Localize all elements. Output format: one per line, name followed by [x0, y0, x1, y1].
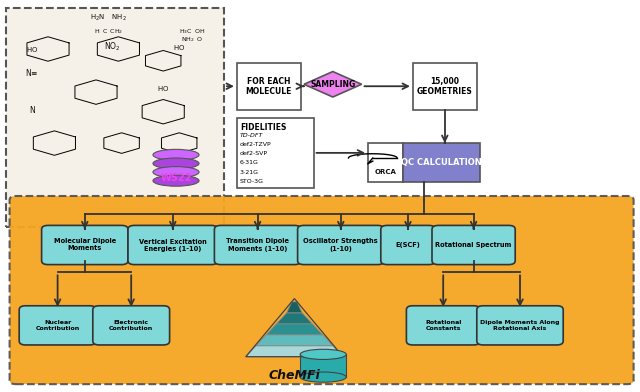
Ellipse shape [300, 372, 346, 382]
Text: Vertical Excitation
Energies (1-10): Vertical Excitation Energies (1-10) [139, 238, 207, 252]
Text: $\mathsf{H_2N \;\;\;\; NH_2}$: $\mathsf{H_2N \;\;\;\; NH_2}$ [90, 13, 127, 23]
Text: WS22: WS22 [160, 173, 192, 183]
Ellipse shape [153, 149, 199, 160]
Text: TD-DFT: TD-DFT [240, 133, 264, 138]
Polygon shape [246, 346, 343, 357]
Text: $\mathsf{H_3C \;\; OH}$: $\mathsf{H_3C \;\; OH}$ [179, 27, 205, 36]
Polygon shape [276, 313, 312, 324]
Text: Rotational Spectrum: Rotational Spectrum [435, 242, 512, 248]
Text: $\mathsf{N}$: $\mathsf{N}$ [29, 104, 35, 115]
FancyBboxPatch shape [237, 63, 301, 110]
Text: Molecular Dipole
Moments: Molecular Dipole Moments [54, 238, 116, 252]
Ellipse shape [153, 175, 199, 186]
Text: FIDELITIES: FIDELITIES [240, 123, 286, 132]
FancyBboxPatch shape [368, 143, 403, 182]
FancyBboxPatch shape [10, 196, 634, 384]
Text: Oscillator Strengths
(1-10): Oscillator Strengths (1-10) [303, 238, 378, 252]
Text: QC CALCULATION: QC CALCULATION [401, 158, 482, 167]
FancyBboxPatch shape [42, 225, 128, 265]
Text: $\mathsf{NH_2 \;\; O}$: $\mathsf{NH_2 \;\; O}$ [181, 35, 203, 44]
Bar [300, 354, 346, 377]
Ellipse shape [300, 349, 346, 359]
Polygon shape [256, 335, 333, 346]
Polygon shape [304, 72, 362, 97]
Text: FOR EACH
MOLECULE: FOR EACH MOLECULE [246, 76, 292, 96]
FancyBboxPatch shape [214, 225, 301, 265]
Text: Rotational
Constants: Rotational Constants [425, 320, 461, 331]
Text: SAMPLING: SAMPLING [310, 80, 355, 89]
FancyBboxPatch shape [128, 225, 218, 265]
FancyBboxPatch shape [406, 306, 480, 345]
Text: Nuclear
Contribution: Nuclear Contribution [35, 320, 80, 331]
FancyBboxPatch shape [381, 225, 435, 265]
Text: CheMFi: CheMFi [269, 369, 320, 382]
Text: 6-31G: 6-31G [240, 160, 259, 165]
Text: $\mathsf{HO}$: $\mathsf{HO}$ [26, 45, 38, 53]
FancyBboxPatch shape [298, 225, 384, 265]
Text: $\mathsf{NO_2}$: $\mathsf{NO_2}$ [104, 41, 120, 53]
Ellipse shape [153, 167, 199, 178]
FancyBboxPatch shape [93, 306, 170, 345]
Polygon shape [266, 324, 323, 335]
Text: Transition Dipole
Moments (1-10): Transition Dipole Moments (1-10) [226, 238, 289, 252]
Text: E(SCF): E(SCF) [396, 242, 420, 248]
Text: STO-3G: STO-3G [240, 179, 264, 184]
Text: $\mathsf{N\!\equiv\!}$: $\mathsf{N\!\equiv\!}$ [25, 67, 39, 78]
Text: ORCA: ORCA [374, 169, 397, 175]
Text: 15,000
GEOMETRIES: 15,000 GEOMETRIES [417, 76, 473, 96]
Text: $\mathsf{HO}$: $\mathsf{HO}$ [173, 43, 186, 51]
Text: $\mathsf{HO}$: $\mathsf{HO}$ [157, 84, 170, 93]
Text: def2-TZVP: def2-TZVP [240, 142, 271, 147]
Text: def2-SVP: def2-SVP [240, 151, 268, 156]
FancyBboxPatch shape [477, 306, 563, 345]
FancyBboxPatch shape [237, 118, 314, 188]
Text: 3-21G: 3-21G [240, 170, 259, 175]
Text: Dipole Moments Along
Rotational Axis: Dipole Moments Along Rotational Axis [480, 320, 560, 331]
Polygon shape [287, 302, 302, 313]
FancyBboxPatch shape [19, 306, 96, 345]
Text: $\mathsf{H \;\; C \;\; CH_2}$: $\mathsf{H \;\; C \;\; CH_2}$ [94, 27, 124, 36]
Text: Electronic
Contribution: Electronic Contribution [109, 320, 154, 331]
FancyBboxPatch shape [6, 8, 224, 227]
FancyBboxPatch shape [432, 225, 515, 265]
FancyBboxPatch shape [413, 63, 477, 110]
Ellipse shape [153, 158, 199, 169]
FancyBboxPatch shape [403, 143, 480, 182]
